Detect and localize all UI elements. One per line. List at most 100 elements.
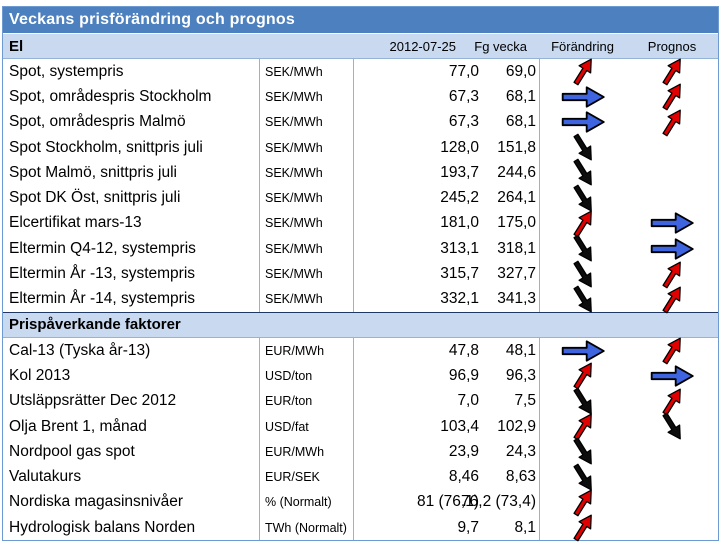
row-current-value: 181,0: [353, 210, 479, 237]
row-previous-value: 8,1: [514, 518, 536, 536]
report-title-bar: Veckans prisförändring och prognos: [3, 7, 718, 34]
row-previous-value: 68,1: [505, 87, 536, 105]
table-row: Eltermin År -14, systempris SEK/MWh 332,1 3…: [3, 285, 718, 314]
row-previous-value: 76,2 (73,4): [461, 493, 536, 511]
row-previous-value: 102,9: [497, 417, 536, 435]
change-cell: [539, 234, 626, 262]
red-up-arrow-icon: [657, 54, 688, 89]
row-label: Utsläppsrätter Dec 2012: [9, 392, 177, 410]
factors-section-rows: Cal-13 (Tyska år-13) EUR/MWh 47,8 48,1 Kol 2…: [3, 337, 718, 542]
row-label: Elcertifikat mars-13: [9, 214, 142, 232]
table-row: Elcertifikat mars-13 SEK/MWh 181,0 175,0: [3, 210, 718, 238]
row-unit: SEK/MWh: [259, 59, 353, 85]
section-header-el: El: [9, 37, 24, 55]
forecast-cell: [626, 337, 718, 365]
row-label: Spot Malmö, snittpris juli: [9, 163, 177, 181]
black-down-arrow-icon: [568, 384, 599, 419]
row-label: Eltermin Q4-12, systempris: [9, 239, 196, 257]
forecast-cell: [626, 109, 718, 137]
blue-right-arrow-icon: [559, 339, 607, 363]
table-row: Valutakurs EUR/SEK 8,46 8,63: [3, 463, 718, 491]
row-unit: SEK/MWh: [259, 109, 353, 135]
forecast-cell: [626, 83, 718, 111]
forecast-cell: [626, 211, 718, 236]
table-row: Spot, områdespris Stockholm SEK/MWh 67,3 68…: [3, 83, 718, 111]
row-unit: USD/ton: [259, 363, 353, 389]
change-cell: [539, 210, 626, 238]
forecast-cell: [626, 388, 718, 416]
table-row: Nordpool gas spot EUR/MWh 23,9 24,3: [3, 437, 718, 465]
row-label: Spot, områdespris Stockholm: [9, 87, 212, 105]
change-cell: [539, 413, 626, 441]
row-label: Eltermin År -13, systempris: [9, 265, 196, 283]
table-row: Olja Brent 1, månad USD/fat 103,4 102,9: [3, 412, 718, 441]
row-previous-value: 24,3: [505, 442, 536, 460]
table-row: Eltermin År -13, systempris SEK/MWh 315,7 3…: [3, 260, 718, 288]
row-previous-value: 69,0: [505, 62, 536, 80]
blue-right-arrow-icon: [559, 110, 607, 134]
change-cell: [539, 84, 626, 110]
row-previous-value: 327,7: [497, 265, 536, 283]
row-label: Cal-13 (Tyska år-13): [9, 341, 151, 359]
row-current-value: 8,46: [353, 464, 479, 490]
red-up-arrow-icon: [657, 384, 688, 419]
row-label: Nordpool gas spot: [9, 442, 135, 460]
change-cell: [539, 184, 626, 212]
col-header-prev-week: Fg vecka: [474, 38, 527, 54]
change-cell: [539, 387, 626, 415]
price-report-table: Veckans prisförändring och prognos El 20…: [2, 6, 719, 542]
row-current-value: 313,1: [353, 236, 479, 262]
row-previous-value: 318,1: [497, 239, 536, 257]
row-unit: SEK/MWh: [259, 160, 353, 186]
table-row: Cal-13 (Tyska år-13) EUR/MWh 47,8 48,1: [3, 337, 718, 365]
row-unit: TWh (Normalt): [259, 515, 353, 541]
row-unit: SEK/MWh: [259, 236, 353, 262]
change-cell: [539, 362, 626, 390]
section-header-factors: Prispåverkande faktorer: [3, 311, 718, 338]
red-up-arrow-icon: [657, 333, 688, 368]
blue-right-arrow-icon: [648, 364, 696, 388]
row-unit: SEK/MWh: [259, 210, 353, 237]
col-header-date: 2012-07-25: [389, 38, 457, 54]
blue-right-arrow-icon: [648, 211, 696, 235]
black-down-arrow-icon: [568, 256, 599, 291]
forecast-cell: [626, 160, 718, 185]
red-up-arrow-icon: [568, 54, 599, 89]
forecast-cell: [626, 236, 718, 261]
blue-right-arrow-icon: [648, 237, 696, 261]
row-previous-value: 8,63: [505, 468, 536, 486]
row-current-value: 96,9: [353, 363, 479, 389]
row-unit: SEK/MWh: [259, 261, 353, 287]
table-row: Kol 2013 USD/ton 96,9 96,3: [3, 362, 718, 390]
forecast-cell: [626, 185, 718, 210]
col-header-forecast: Prognos: [647, 38, 697, 54]
row-label: Spot, områdespris Malmö: [9, 113, 186, 131]
black-down-arrow-icon: [568, 282, 599, 317]
row-unit: USD/fat: [259, 413, 353, 440]
red-up-arrow-icon: [568, 206, 599, 241]
change-cell: [539, 109, 626, 135]
row-unit: EUR/SEK: [259, 464, 353, 490]
blue-right-arrow-icon: [559, 85, 607, 109]
section-header-factors-label: Prispåverkande faktorer: [9, 316, 181, 334]
row-current-value: 193,7: [353, 160, 479, 186]
row-previous-value: 96,3: [505, 366, 536, 384]
row-current-value: 47,8: [353, 337, 479, 364]
row-previous-value: 7,5: [514, 392, 536, 410]
change-cell: [539, 437, 626, 465]
table-row: Eltermin Q4-12, systempris SEK/MWh 313,1 31…: [3, 234, 718, 262]
row-current-value: 7,0: [353, 388, 479, 414]
change-cell: [539, 260, 626, 287]
row-current-value: 245,2: [353, 185, 479, 211]
row-current-value: 103,4: [353, 413, 479, 440]
table-row: Spot DK Öst, snittpris juli SEK/MWh 245,2 2…: [3, 184, 718, 212]
row-current-value: 128,0: [353, 134, 479, 161]
table-row: Spot, systempris SEK/MWh 77,0 69,0: [3, 58, 718, 86]
red-up-arrow-icon: [657, 256, 688, 291]
red-up-arrow-icon: [657, 105, 688, 140]
table-row: Spot, områdespris Malmö SEK/MWh 67,3 68,1: [3, 109, 718, 137]
row-current-value: 23,9: [353, 439, 479, 465]
row-unit: SEK/MWh: [259, 185, 353, 211]
table-row: Utsläppsrätter Dec 2012 EUR/ton 7,0 7,5: [3, 387, 718, 416]
table-row: Hydrologisk balans Norden TWh (Normalt) 9,…: [3, 514, 718, 542]
